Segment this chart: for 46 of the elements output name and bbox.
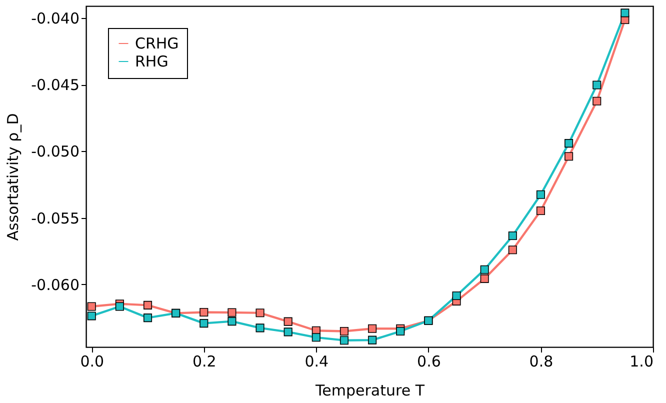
point	[564, 139, 574, 148]
point	[508, 232, 517, 240]
point	[340, 327, 349, 336]
point	[480, 265, 489, 274]
point	[396, 327, 405, 336]
point	[368, 324, 377, 333]
y-tick-label: -0.055	[31, 209, 80, 228]
point	[592, 80, 602, 90]
point	[200, 308, 208, 317]
x-tick-label: 1.0	[630, 352, 654, 370]
point	[620, 8, 630, 18]
y-tick-label: -0.040	[31, 9, 80, 28]
point	[115, 302, 124, 311]
point	[87, 302, 96, 311]
point	[368, 336, 377, 344]
point	[256, 324, 264, 332]
x-tick-label: 0.8	[529, 352, 554, 370]
point	[256, 308, 264, 318]
point	[87, 312, 96, 320]
legend-label: RHG	[135, 52, 168, 70]
point	[564, 152, 574, 161]
x-tick-label: 0.2	[192, 352, 216, 370]
point	[480, 274, 489, 283]
x-axis-title: Temperature T	[314, 382, 426, 400]
legend-label: CRHG	[135, 34, 179, 52]
point	[452, 291, 461, 300]
x-tick-label: 0.0	[80, 352, 104, 370]
point	[228, 308, 236, 317]
x-tick-label: 0.4	[304, 352, 329, 370]
point	[143, 300, 152, 310]
x-tick-label: 0.6	[417, 352, 441, 370]
point	[284, 317, 292, 326]
point	[312, 333, 320, 342]
y-axis-title: Assortativity ρ_D	[4, 113, 22, 241]
y-tick-label: -0.045	[31, 76, 80, 94]
point	[536, 190, 545, 199]
point	[200, 319, 208, 328]
point	[508, 246, 517, 254]
point	[284, 328, 292, 336]
y-tick-label: -0.060	[31, 276, 80, 294]
point	[592, 96, 602, 106]
point	[143, 314, 152, 322]
point	[340, 336, 349, 345]
point	[228, 317, 236, 326]
y-tick-label: -0.050	[31, 142, 80, 161]
point	[536, 206, 545, 216]
